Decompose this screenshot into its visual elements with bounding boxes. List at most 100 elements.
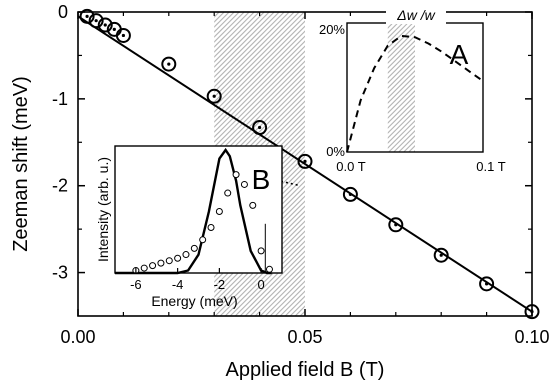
inset-a-shaded-band-line	[387, 110, 415, 139]
inset-a-shaded-band	[387, 23, 415, 152]
inset-b-data-point	[249, 201, 257, 209]
main-shaded-band-line	[244, 255, 305, 316]
inset-a-shaded-band-line	[388, 125, 415, 152]
data-point	[88, 13, 104, 29]
y-tick-label: -2	[52, 176, 68, 196]
main-shaded-band-line	[214, 150, 305, 243]
y-tick-label: 0	[58, 2, 68, 22]
data-point-dot	[394, 223, 398, 227]
inset-b-letter: B	[252, 164, 271, 195]
inset-a-shaded-band-line	[387, 80, 415, 109]
data-point-dot	[258, 125, 262, 130]
main-shaded-band-line	[214, 12, 285, 83]
x-tick-label: 0.05	[287, 327, 322, 347]
inset-a-plot: Δw /w 20% 0%0.0 T 0.1 T A	[319, 4, 506, 174]
inset-b-data-point	[257, 247, 265, 255]
inset-b-data-point	[224, 189, 232, 197]
inset-a-shaded-band-line	[387, 115, 415, 144]
inset-b-data-point	[174, 254, 182, 262]
inset-b-data-point	[232, 171, 240, 179]
data-point-dot	[485, 282, 489, 286]
main-shaded-band-line	[214, 20, 305, 113]
inset-a-letter: A	[450, 39, 469, 70]
main-shaded-band-line	[249, 260, 305, 316]
inset-a-y-tick-label: 20%	[319, 22, 345, 37]
inset-a-x-tick-label: 0.1 T	[476, 159, 505, 174]
inset-b-x-tick-label: -4	[172, 277, 184, 292]
inset-a-shaded-band-line	[387, 65, 415, 94]
inset-a-title-bg	[386, 4, 446, 24]
inset-b-data-point	[215, 208, 223, 215]
inset-a-shaded-band-line	[387, 75, 415, 104]
inset-b-fit-curve	[115, 147, 272, 275]
main-shaded-band-line	[214, 145, 305, 238]
data-point-dot	[439, 253, 443, 257]
main-shaded-band-line	[214, 12, 295, 93]
fit-line	[77, 15, 533, 313]
main-shaded-band-line	[214, 45, 305, 138]
inset-b-data-point	[140, 264, 148, 272]
data-point	[297, 153, 313, 169]
main-shaded-band-line	[214, 155, 305, 248]
main-shaded-band-line	[214, 12, 270, 68]
data-point-dot	[94, 19, 98, 23]
main-shaded-band-line	[214, 160, 305, 253]
data-point	[161, 56, 177, 72]
main-shaded-band-line	[214, 12, 275, 73]
y-axis-title: Zeeman shift (meV)	[10, 76, 32, 252]
inset-a-shaded-band-bg	[387, 23, 415, 152]
main-shaded-band-line	[234, 245, 305, 316]
data-point	[206, 88, 222, 104]
inset-b-x-axis-title: Energy (meV)	[151, 293, 237, 309]
main-shaded-band-line	[214, 12, 280, 78]
inset-a-y-tick-label: 0%	[326, 144, 345, 159]
data-point	[388, 217, 404, 233]
inset-a-shaded-band-line	[387, 25, 415, 54]
data-point	[97, 17, 113, 33]
main-shaded-band-line	[214, 30, 305, 123]
main-shaded-band-line	[214, 35, 305, 128]
inset-a-title: Δw /w	[396, 7, 435, 23]
data-point-dot	[85, 14, 89, 18]
main-shaded-band-line	[214, 12, 290, 88]
y-tick-label: -3	[52, 263, 68, 283]
main-shaded-band-line	[214, 60, 305, 153]
inset-a-shaded-band-line	[387, 23, 414, 49]
inset-a-shaded-band-line	[387, 40, 415, 69]
data-point-dot	[121, 33, 125, 38]
data-point-dot	[112, 27, 116, 31]
inset-b-data-point	[182, 251, 190, 259]
inset-b-data-point	[240, 180, 248, 188]
inset-b-data-point	[165, 257, 173, 265]
inset-a-shaded-band-line	[387, 35, 415, 64]
data-point-dot	[303, 159, 307, 163]
y-tick-label: -1	[52, 89, 68, 109]
x-tick-label: 0.00	[60, 327, 95, 347]
x-tick-label: 0.10	[514, 327, 549, 347]
inset-a-x-tick-label: 0.0 T	[336, 159, 365, 174]
x-axis-title: Applied field B (T)	[226, 359, 385, 381]
inset-b-frame	[114, 145, 283, 274]
inset-b-data-point	[207, 223, 215, 231]
data-point-dot	[212, 94, 216, 98]
inset-b-x-tick-label: -6	[130, 277, 142, 292]
inset-b-data-point	[190, 244, 198, 252]
main-shaded-band-line	[214, 12, 305, 103]
data-point	[79, 8, 95, 24]
data-point-dot	[167, 62, 171, 66]
data-point-dot	[348, 192, 352, 196]
inset-b-data-point	[265, 265, 273, 273]
inset-b-plot: -6 -4 -2 0 Energy (meV) Intensity (arb. u.) B	[95, 145, 283, 309]
inset-b-data-point	[157, 259, 165, 267]
data-point	[342, 186, 358, 202]
inset-a-shaded-band-line	[387, 120, 415, 149]
inset-a-shaded-band-line	[387, 85, 415, 114]
main-shaded-band-line	[214, 55, 305, 148]
inset-a-shaded-band-line	[387, 70, 415, 99]
main-shaded-band-line	[214, 50, 305, 143]
main-shaded-band-line	[214, 40, 305, 133]
inset-b-x-tick-label: -2	[214, 277, 226, 292]
data-point	[252, 120, 268, 136]
main-shaded-band-line	[239, 250, 305, 316]
